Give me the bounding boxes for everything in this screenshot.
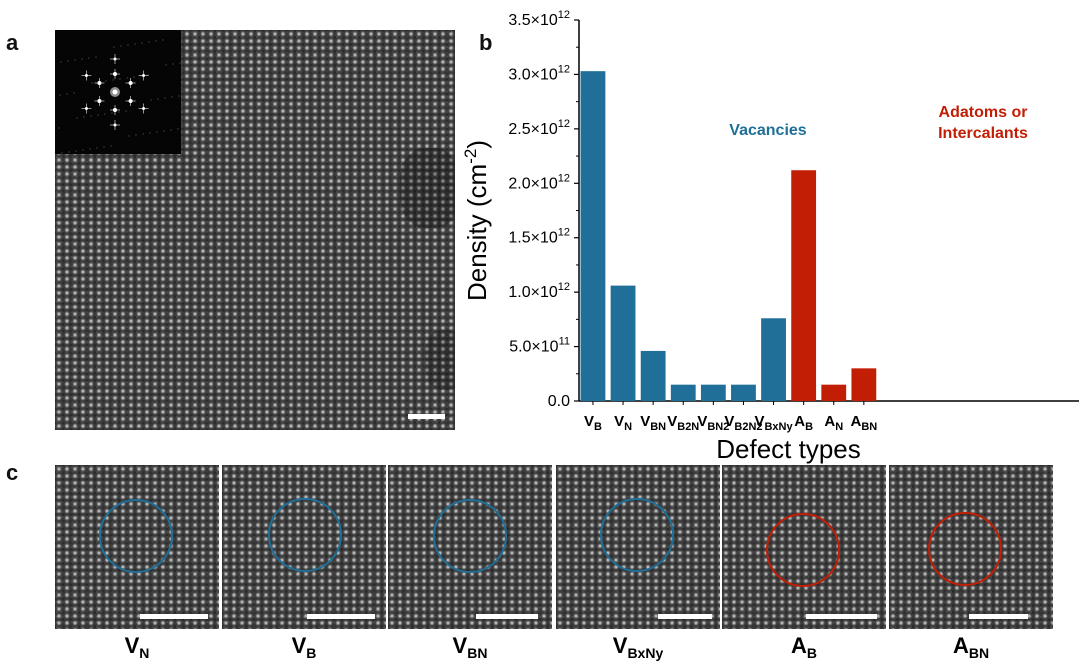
panel-b-label: b	[479, 30, 493, 55]
y-tick-label: 0.0	[548, 393, 570, 410]
bar-VBxNy	[761, 318, 786, 401]
defect-circle	[766, 513, 840, 587]
bar-VBN	[640, 350, 666, 401]
scale-bar	[658, 614, 712, 619]
x-tick-label: ABN	[850, 413, 877, 433]
tile-label: AB	[790, 633, 817, 661]
defect-circle	[928, 512, 1002, 586]
defect-density-bar-chart: 0.0 5.0×1011 1.0×1012 1.5×1012 2.0×1012 2.5×1…	[461, 9, 1079, 464]
tile-label: VN	[124, 633, 150, 661]
bar-AB	[791, 170, 817, 401]
y-tick-label: 2.5×1012	[508, 118, 570, 138]
y-tick-label: 5.0×1011	[509, 336, 570, 356]
bar-VB2N	[670, 384, 696, 401]
x-tick-label: VB2N2	[724, 413, 762, 433]
scale-bar	[307, 614, 375, 619]
bar-AN	[821, 384, 847, 401]
x-tick-label: VN	[614, 413, 632, 433]
bar-VN	[610, 285, 636, 401]
y-tick-label: 2.0×1012	[508, 172, 570, 192]
bar-ABN	[851, 368, 877, 401]
defect-tile-AB	[722, 465, 886, 629]
scale-bar	[408, 414, 445, 419]
bar-VBN2	[700, 384, 726, 401]
y-axis-title: Density (cm-2)	[461, 140, 492, 301]
x-tick-label: AN	[824, 413, 843, 433]
tile-label: VBN	[452, 633, 488, 661]
defect-circle	[268, 498, 342, 572]
scale-bar	[806, 614, 877, 619]
bar-VB2N2	[731, 384, 756, 401]
scale-bar	[476, 614, 538, 619]
scale-bar	[969, 614, 1028, 619]
x-tick-label: VBN	[640, 413, 666, 433]
annotation-adatom: Adatoms or Intercalants	[938, 104, 1028, 142]
panel-c-label: c	[6, 460, 19, 485]
x-tick-label: AB	[794, 413, 813, 433]
y-tick-label: 1.0×1012	[508, 281, 570, 301]
x-axis-title: Defect types	[716, 434, 861, 464]
x-tick-label: VB	[584, 413, 602, 433]
y-tick-label: 1.5×1012	[508, 227, 570, 247]
defect-tile-VBN	[388, 465, 552, 629]
tile-label: VB	[291, 633, 317, 661]
annotation-vacancy: Vacancies	[729, 122, 807, 139]
bar-VB	[580, 71, 606, 402]
defect-circle	[99, 499, 173, 573]
x-tick-label: VB2N	[667, 413, 699, 433]
panel-a-label: a	[6, 30, 19, 55]
tile-label: ABN	[952, 633, 990, 661]
y-tick-label: 3.0×1012	[508, 63, 570, 83]
y-tick-label: 3.5×1012	[508, 9, 570, 29]
defect-circle	[433, 499, 507, 573]
fft-inset	[55, 30, 181, 154]
tile-label: VBxNy	[612, 633, 664, 661]
defect-circle	[600, 498, 674, 572]
x-tick-label: VBxNy	[754, 413, 793, 433]
scale-bar	[140, 614, 208, 619]
x-tick-label: VBN2	[697, 413, 729, 433]
